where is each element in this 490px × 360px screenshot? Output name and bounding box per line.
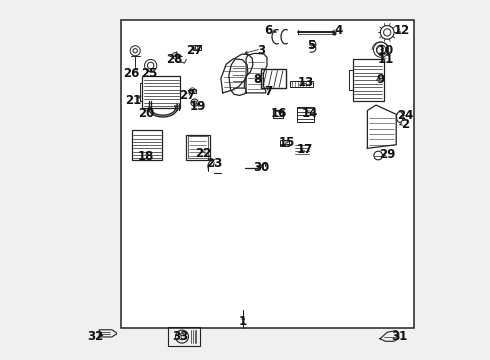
Text: 22: 22 <box>196 147 212 159</box>
Text: 9: 9 <box>376 73 384 86</box>
Text: 12: 12 <box>393 24 410 37</box>
Text: 19: 19 <box>190 100 206 113</box>
Text: 27: 27 <box>179 89 196 102</box>
Bar <box>188 136 208 158</box>
Bar <box>274 111 282 116</box>
Text: 28: 28 <box>167 53 183 66</box>
Bar <box>261 69 286 88</box>
Text: 6: 6 <box>264 24 272 37</box>
Text: 16: 16 <box>271 107 288 120</box>
Text: 18: 18 <box>138 150 154 163</box>
Bar <box>143 76 180 108</box>
Text: 26: 26 <box>123 67 140 80</box>
Text: 30: 30 <box>253 161 270 174</box>
Bar <box>186 135 210 160</box>
Text: 5: 5 <box>308 39 316 51</box>
Text: 27: 27 <box>187 44 203 57</box>
Text: 13: 13 <box>298 76 314 89</box>
Text: 23: 23 <box>206 157 222 170</box>
Text: 8: 8 <box>253 73 262 86</box>
Text: 10: 10 <box>377 44 393 57</box>
Text: 2: 2 <box>401 118 409 131</box>
Bar <box>297 107 315 122</box>
Bar <box>290 81 314 87</box>
Text: 15: 15 <box>278 136 294 149</box>
Text: 33: 33 <box>172 330 188 343</box>
Text: 29: 29 <box>379 148 395 161</box>
Bar <box>353 59 384 101</box>
Text: 20: 20 <box>138 107 154 120</box>
Bar <box>273 110 283 118</box>
Text: 32: 32 <box>88 330 104 343</box>
Bar <box>193 45 201 50</box>
Text: 17: 17 <box>296 143 313 156</box>
Text: 25: 25 <box>142 67 158 80</box>
Bar <box>121 20 414 328</box>
Text: 21: 21 <box>125 94 142 107</box>
Text: 3: 3 <box>257 44 265 57</box>
Text: 24: 24 <box>397 109 414 122</box>
Bar <box>132 130 162 160</box>
Text: 31: 31 <box>392 330 408 343</box>
Text: 14: 14 <box>302 107 318 120</box>
Text: 11: 11 <box>377 53 393 66</box>
Bar <box>280 140 289 146</box>
Bar <box>189 89 196 93</box>
Text: 4: 4 <box>335 24 343 37</box>
Text: 7: 7 <box>264 85 272 98</box>
Bar <box>168 327 200 346</box>
Text: 1: 1 <box>239 315 247 328</box>
